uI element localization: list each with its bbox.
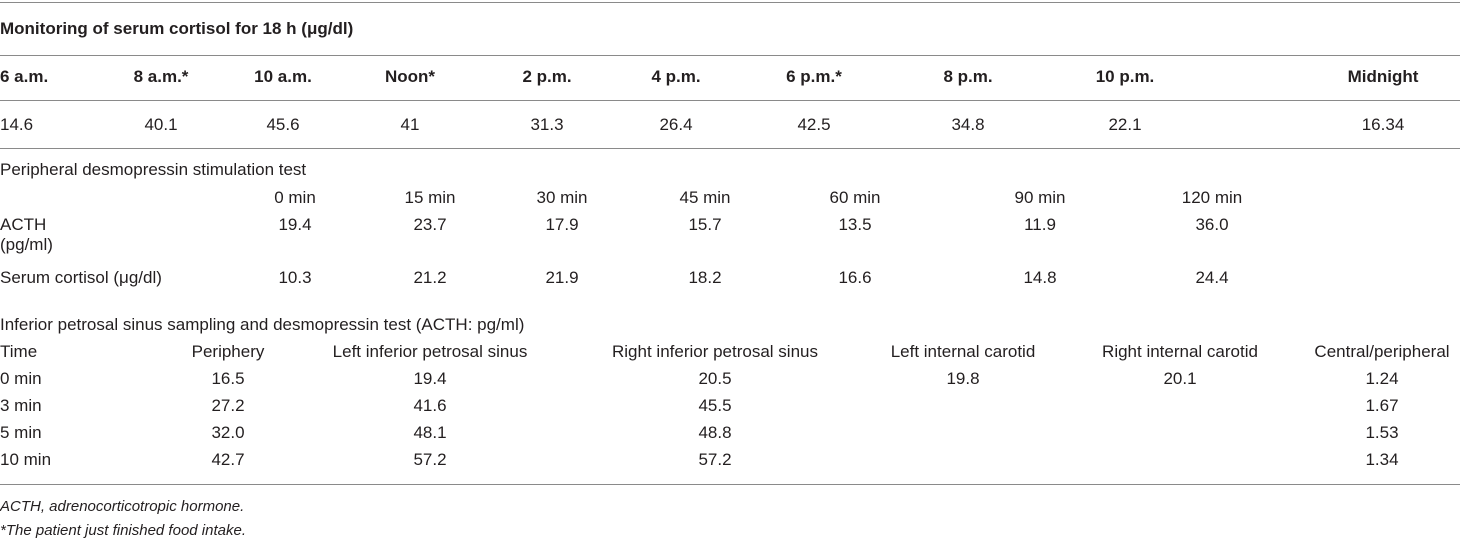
cell: 36.0	[1195, 215, 1229, 234]
column-header: Midnight	[1347, 67, 1419, 86]
column-header: 6 a.m.	[0, 67, 49, 86]
cell: 1.34	[1365, 450, 1399, 469]
cell: 1.67	[1365, 396, 1399, 415]
row-label: Serum cortisol (μg/dl)	[0, 268, 162, 287]
cell: 26.4	[659, 115, 693, 134]
row-label: ACTH (pg/ml)	[0, 215, 53, 254]
cell: 57.2	[413, 450, 447, 469]
cell: 14.6	[0, 115, 34, 134]
cell: 42.5	[797, 115, 831, 134]
column-header: 6 p.m.*	[786, 67, 842, 86]
rule	[0, 100, 1460, 101]
rule	[0, 484, 1460, 485]
cell: 22.1	[1108, 115, 1142, 134]
section-title: Peripheral desmopressin stimulation test	[0, 160, 307, 179]
cell: 41	[400, 115, 420, 134]
cell: 20.5	[698, 369, 732, 388]
column-header: 15 min	[404, 188, 456, 207]
cell: 1.53	[1365, 423, 1399, 442]
cell: 19.4	[413, 369, 447, 388]
column-header: Left internal carotid	[890, 342, 1036, 361]
cell: 16.34	[1361, 115, 1405, 134]
column-header: 8 a.m.*	[133, 67, 189, 86]
cell: 41.6	[413, 396, 447, 415]
cell: 19.8	[946, 369, 980, 388]
column-header: Time	[0, 342, 38, 361]
cell: 48.1	[413, 423, 447, 442]
footnote: ACTH, adrenocorticotropic hormone.	[0, 498, 245, 515]
cell: 45.5	[698, 396, 732, 415]
column-header: 10 a.m.	[254, 67, 312, 86]
cell: 14.8	[1023, 268, 1057, 287]
cell: 40.1	[144, 115, 178, 134]
column-header: Periphery	[191, 342, 265, 361]
cell: 32.0	[211, 423, 245, 442]
cell: 21.2	[413, 268, 447, 287]
cell: 48.8	[698, 423, 732, 442]
row-label: 10 min	[0, 450, 52, 469]
cell: 27.2	[211, 396, 245, 415]
cell: 20.1	[1163, 369, 1197, 388]
footnote: *The patient just finished food intake.	[0, 522, 246, 539]
column-header: 0 min	[274, 188, 316, 207]
cell: 19.4	[278, 215, 312, 234]
column-header: 30 min	[536, 188, 588, 207]
cell: 18.2	[688, 268, 722, 287]
cell: 57.2	[698, 450, 732, 469]
column-header: 2 p.m.	[522, 67, 572, 86]
table-title: Monitoring of serum cortisol for 18 h (μ…	[0, 19, 354, 38]
cell: 16.5	[211, 369, 245, 388]
column-header: 4 p.m.	[651, 67, 701, 86]
row-label: 3 min	[0, 396, 42, 415]
rule	[0, 148, 1460, 149]
cell: 24.4	[1195, 268, 1229, 287]
column-header: Right internal carotid	[1102, 342, 1258, 361]
cell: 23.7	[413, 215, 447, 234]
cell: 1.24	[1365, 369, 1399, 388]
column-header: 120 min	[1181, 188, 1243, 207]
section-title: Inferior petrosal sinus sampling and des…	[0, 315, 525, 334]
cell: 15.7	[688, 215, 722, 234]
cell: 11.9	[1024, 215, 1056, 234]
rule	[0, 55, 1460, 56]
cell: 42.7	[211, 450, 245, 469]
column-header: 10 p.m.	[1095, 67, 1155, 86]
column-header: 45 min	[679, 188, 731, 207]
column-header: 60 min	[829, 188, 881, 207]
cell: 10.3	[278, 268, 312, 287]
rule	[0, 2, 1460, 3]
cell: 21.9	[545, 268, 579, 287]
cell: 13.5	[838, 215, 872, 234]
cell: 16.6	[838, 268, 872, 287]
row-label: 0 min	[0, 369, 42, 388]
column-header: Left inferior petrosal sinus	[332, 342, 528, 361]
column-header: Noon*	[384, 67, 436, 86]
column-header: Central/peripheral	[1314, 342, 1450, 361]
cell: 34.8	[951, 115, 985, 134]
cell: 31.3	[530, 115, 564, 134]
column-header: 8 p.m.	[943, 67, 993, 86]
row-label: 5 min	[0, 423, 42, 442]
cell: 45.6	[266, 115, 300, 134]
column-header: Right inferior petrosal sinus	[612, 342, 818, 361]
column-header: 90 min	[1014, 188, 1066, 207]
cell: 17.9	[545, 215, 579, 234]
